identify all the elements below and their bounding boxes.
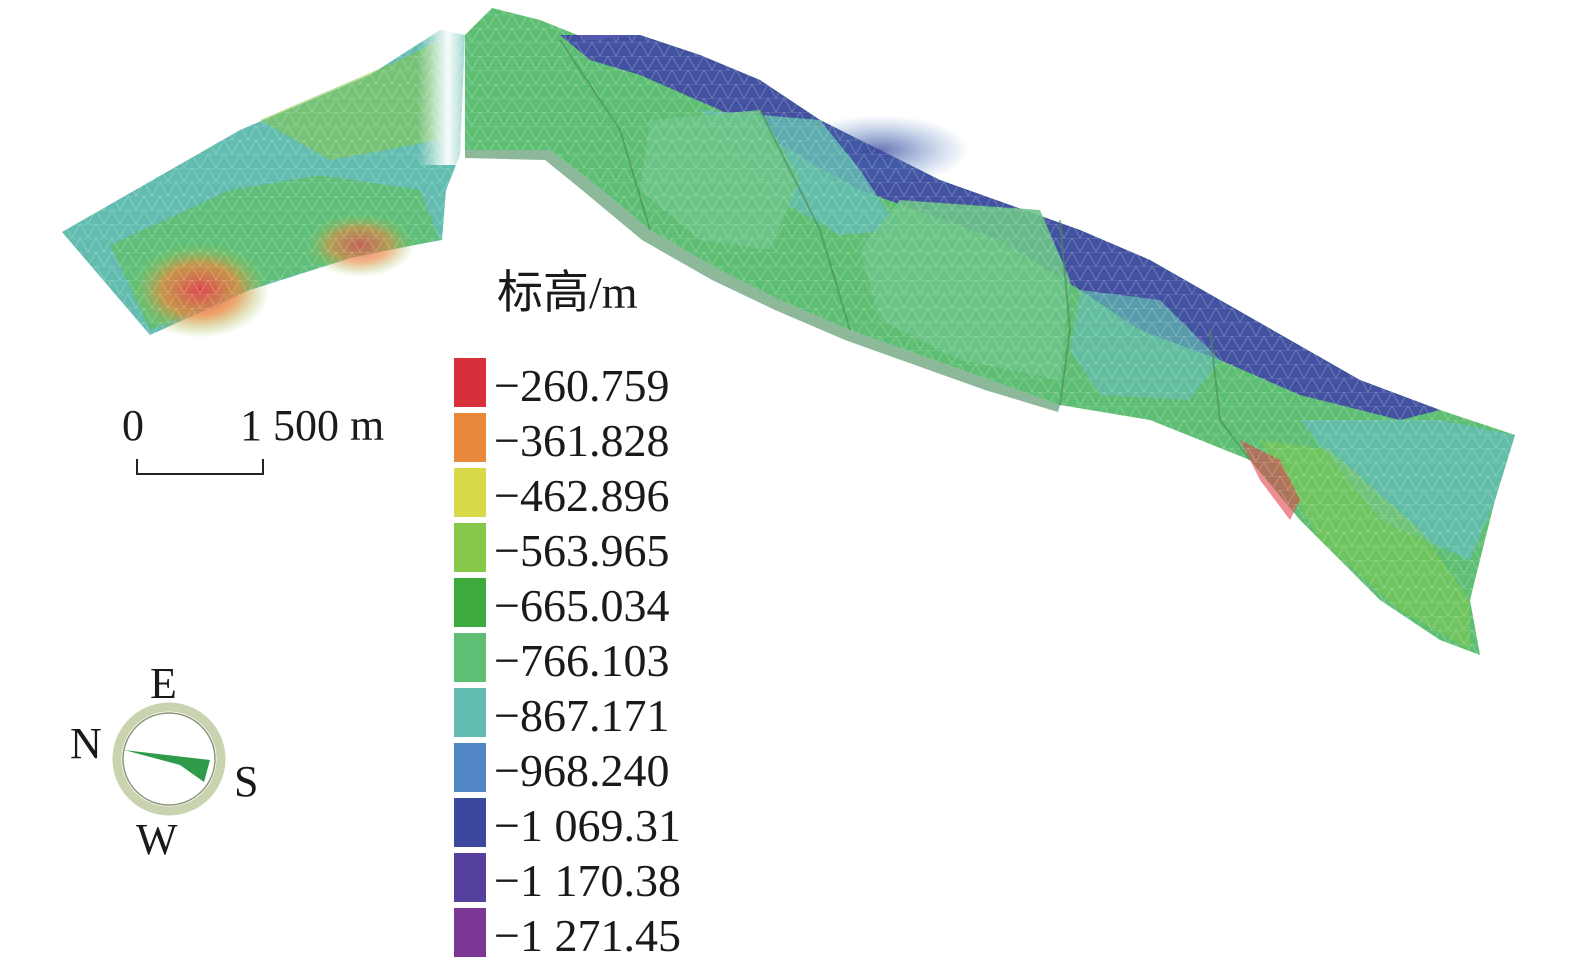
legend-label: −260.759 bbox=[494, 360, 670, 411]
legend-label: −563.965 bbox=[494, 525, 670, 576]
legend-swatch bbox=[454, 688, 486, 737]
legend-entry: −1 271.45 bbox=[454, 905, 754, 960]
legend-label: −867.171 bbox=[494, 690, 670, 741]
legend-swatch bbox=[454, 523, 486, 572]
legend-entry: −867.171 bbox=[454, 685, 754, 740]
compass-south-label: S bbox=[234, 757, 259, 806]
legend-label: −665.034 bbox=[494, 580, 670, 631]
compass-west-label: W bbox=[136, 815, 178, 864]
legend-label: −462.896 bbox=[494, 470, 670, 521]
legend-swatch bbox=[454, 468, 486, 517]
legend-swatch bbox=[454, 578, 486, 627]
legend-swatch bbox=[454, 633, 486, 682]
scale-bar-end-label: 1 500 m bbox=[240, 401, 385, 450]
legend-swatch bbox=[454, 853, 486, 902]
legend-swatch bbox=[454, 743, 486, 792]
compass-rose-icon bbox=[112, 702, 226, 816]
compass-north-label: N bbox=[70, 719, 102, 768]
legend-label: −1 170.38 bbox=[494, 855, 681, 906]
legend-swatch bbox=[454, 908, 486, 957]
legend-entry: −665.034 bbox=[454, 575, 754, 630]
legend-entry: −260.759 bbox=[454, 355, 754, 410]
legend-title: 标高/m bbox=[497, 267, 638, 318]
legend-entry: −462.896 bbox=[454, 465, 754, 520]
legend-label: −1 271.45 bbox=[494, 910, 681, 961]
compass-east-label: E bbox=[150, 659, 177, 708]
legend-label: −1 069.31 bbox=[494, 800, 681, 851]
legend-label: −766.103 bbox=[494, 635, 670, 686]
scale-bar bbox=[136, 459, 264, 475]
legend-swatch bbox=[454, 798, 486, 847]
legend-entry: −766.103 bbox=[454, 630, 754, 685]
legend-label: −968.240 bbox=[494, 745, 670, 796]
legend-entry: −361.828 bbox=[454, 410, 754, 465]
legend-entry: −1 170.38 bbox=[454, 850, 754, 905]
legend-entry: −968.240 bbox=[454, 740, 754, 795]
legend-swatch bbox=[454, 358, 486, 407]
scale-bar-start-label: 0 bbox=[122, 401, 144, 450]
legend-entry: −563.965 bbox=[454, 520, 754, 575]
legend-entry: −1 069.31 bbox=[454, 795, 754, 850]
model-east-body bbox=[465, 8, 1515, 655]
legend-swatch bbox=[454, 413, 486, 462]
legend-label: −361.828 bbox=[494, 415, 670, 466]
model-west-block bbox=[62, 30, 465, 338]
